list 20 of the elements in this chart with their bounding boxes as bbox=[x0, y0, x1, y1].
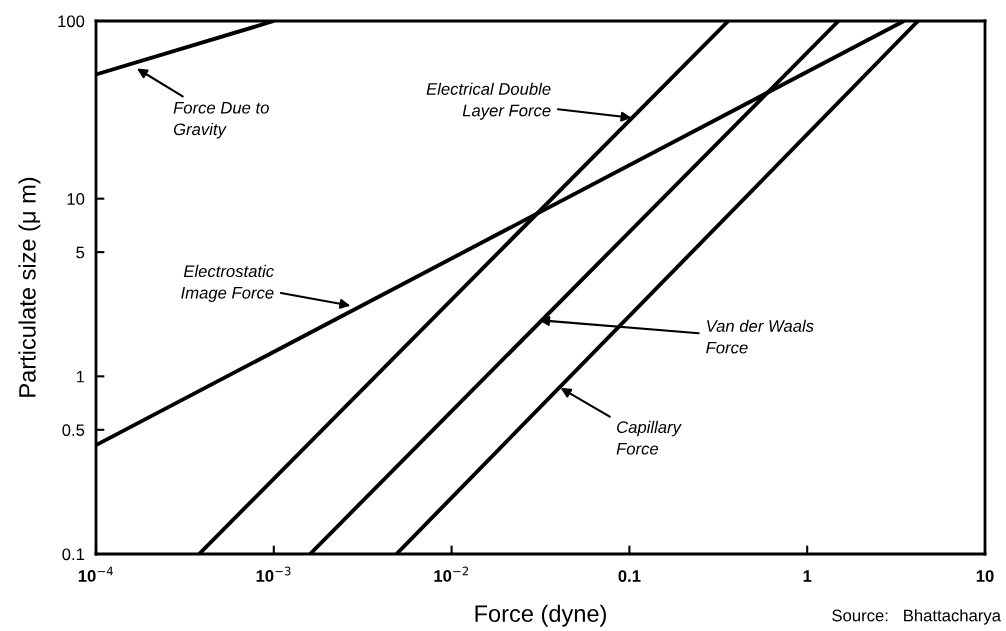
x-tick-label: 1 bbox=[803, 570, 812, 582]
y-tick-label: 0.5 bbox=[62, 424, 85, 437]
x-tick-label: 10$^{−2}$ bbox=[434, 566, 469, 582]
x-tick-label: 0.1 bbox=[618, 570, 641, 582]
y-tick-label: 10 bbox=[67, 193, 85, 205]
x-tick-label: 10 bbox=[976, 570, 994, 582]
y-tick-label: 1 bbox=[76, 370, 85, 383]
y-axis-title: Particulate size (μ m) bbox=[18, 177, 41, 397]
y-tick-label: 5 bbox=[76, 246, 85, 259]
source-note: Source: Bhattacharya bbox=[832, 609, 1001, 625]
annotation: Van der Waals Force bbox=[706, 319, 814, 354]
annotation: Force Due to Gravity bbox=[173, 101, 269, 139]
x-axis-title: Force (dyne) bbox=[475, 604, 606, 627]
x-tick-label: 10$^{−3}$ bbox=[256, 566, 291, 582]
annotation: Electrostatic Image Force bbox=[181, 264, 274, 302]
annotation: Capillary Force bbox=[616, 420, 682, 455]
annotation: Electrical Double Layer Force bbox=[426, 82, 551, 120]
y-tick-label: 0.1 bbox=[62, 548, 85, 561]
y-tick-label: 100 bbox=[58, 15, 85, 28]
x-tick-label: 10$^{−4}$ bbox=[78, 566, 113, 582]
